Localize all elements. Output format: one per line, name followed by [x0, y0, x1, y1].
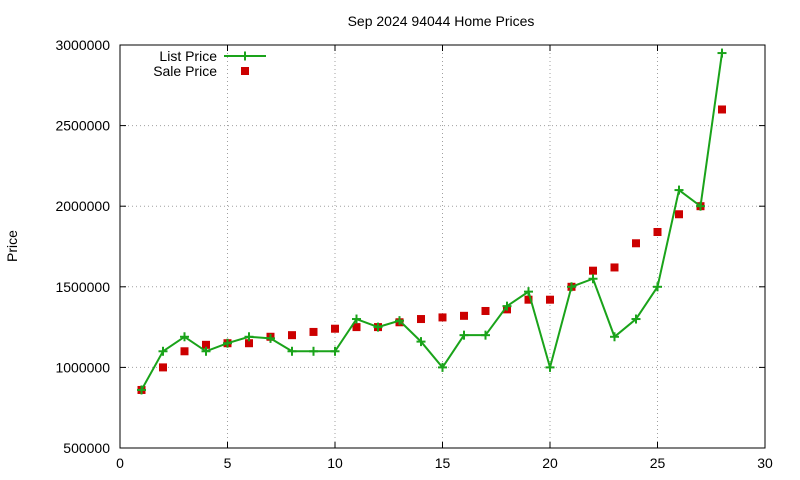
y-tick-label: 2500000 — [55, 118, 110, 134]
y-tick-label: 1500000 — [55, 279, 110, 295]
sale-price-point — [438, 313, 447, 322]
sale-price-point — [589, 266, 597, 275]
list-price-point — [502, 301, 512, 311]
x-tick-label: 25 — [650, 455, 666, 471]
list-price-point — [395, 316, 404, 326]
sale-price-point — [288, 331, 296, 340]
sale-price-point — [524, 295, 533, 304]
sale-price-point — [417, 315, 425, 324]
list-price-point — [674, 185, 684, 195]
sale-price-point — [202, 340, 210, 349]
y-tick-label: 3000000 — [55, 37, 110, 53]
list-price-point — [631, 314, 641, 324]
legend-label-list-price: List Price — [159, 48, 217, 64]
x-tick-label: 20 — [542, 455, 558, 471]
list-price-point — [137, 385, 146, 395]
sale-price-point — [180, 347, 189, 356]
list-price-point — [438, 362, 447, 372]
chart-title: Sep 2024 94044 Home Prices — [348, 13, 535, 29]
series-layer — [137, 48, 727, 395]
sale-price-point — [675, 210, 683, 219]
plot-frame — [119, 44, 766, 449]
list-price-point — [416, 337, 426, 347]
list-price-point — [373, 322, 383, 332]
sale-price-point — [309, 327, 318, 336]
list-price-point — [352, 314, 361, 324]
list-price-point — [180, 332, 189, 342]
sale-price-point — [331, 324, 339, 333]
list-price-point — [524, 287, 533, 297]
sale-price-point — [159, 363, 167, 372]
sale-price-point — [245, 339, 253, 348]
list-price-point — [287, 346, 297, 356]
list-price-point — [309, 346, 318, 356]
sale-price-point — [653, 227, 662, 236]
list-price-point — [610, 332, 619, 342]
sale-price-point — [352, 323, 361, 332]
list-price-point — [223, 338, 232, 348]
list-price-point — [158, 346, 168, 356]
sale-price-point — [718, 105, 726, 114]
y-tick-label: 2000000 — [55, 198, 110, 214]
sale-price-point — [460, 311, 468, 320]
legend-marker-list-price — [240, 51, 250, 61]
x-tick-label: 10 — [327, 455, 343, 471]
list-price-point — [717, 48, 727, 58]
list-price-point — [244, 332, 254, 342]
y-tick-label: 1000000 — [55, 359, 110, 375]
x-tick-label: 0 — [116, 455, 124, 471]
list-price-line — [140, 52, 723, 391]
list-price-point — [545, 362, 555, 372]
list-price-point — [588, 274, 598, 284]
sale-price-point — [610, 263, 619, 272]
list-price-point — [696, 201, 705, 211]
sale-price-point — [546, 295, 554, 304]
list-price-point — [330, 346, 340, 356]
y-axis-label: Price — [4, 230, 20, 262]
list-price-point — [481, 330, 490, 340]
list-price-point — [201, 346, 211, 356]
list-price-point — [567, 282, 576, 292]
x-tick-label: 15 — [435, 455, 451, 471]
grid-lines — [120, 45, 765, 448]
axes: 0 5 10 15 20 25 30 500000 1000000 1500000 2000000 2… — [55, 37, 773, 471]
x-tick-label: 30 — [757, 455, 773, 471]
list-price-point — [653, 282, 662, 292]
list-price-point — [266, 333, 275, 343]
y-tick-label: 500000 — [63, 440, 110, 456]
list-price-point — [459, 330, 469, 340]
legend-label-sale-price: Sale Price — [153, 63, 217, 79]
x-tick-label: 5 — [224, 455, 232, 471]
sale-price-point — [481, 306, 490, 315]
legend-marker-sale-price — [241, 67, 249, 75]
sale-price-point — [632, 239, 640, 248]
